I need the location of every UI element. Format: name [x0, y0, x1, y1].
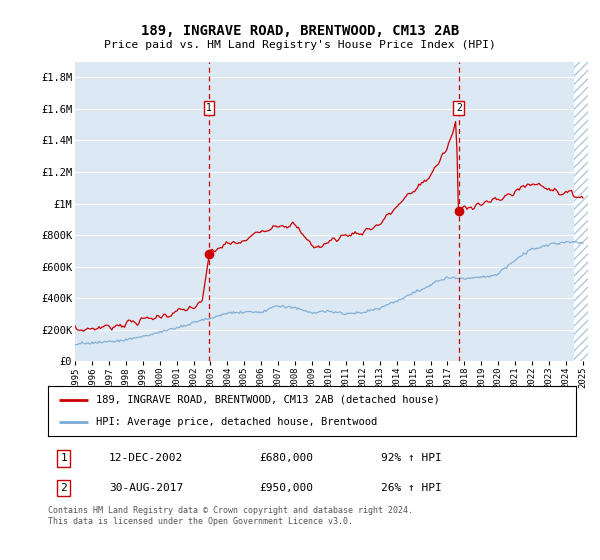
Text: Price paid vs. HM Land Registry's House Price Index (HPI): Price paid vs. HM Land Registry's House … [104, 40, 496, 50]
Text: 1: 1 [61, 454, 67, 464]
Text: 26% ↑ HPI: 26% ↑ HPI [380, 483, 442, 493]
Text: 2: 2 [61, 483, 67, 493]
Text: 92% ↑ HPI: 92% ↑ HPI [380, 454, 442, 464]
Text: 30-AUG-2017: 30-AUG-2017 [109, 483, 183, 493]
Text: Contains HM Land Registry data © Crown copyright and database right 2024.
This d: Contains HM Land Registry data © Crown c… [48, 506, 413, 526]
Text: 1: 1 [206, 103, 212, 113]
Text: 189, INGRAVE ROAD, BRENTWOOD, CM13 2AB: 189, INGRAVE ROAD, BRENTWOOD, CM13 2AB [141, 24, 459, 38]
Text: HPI: Average price, detached house, Brentwood: HPI: Average price, detached house, Bren… [95, 417, 377, 427]
Text: £950,000: £950,000 [259, 483, 313, 493]
Text: 12-DEC-2002: 12-DEC-2002 [109, 454, 183, 464]
Bar [574, 62, 592, 361]
Text: £680,000: £680,000 [259, 454, 313, 464]
Text: 189, INGRAVE ROAD, BRENTWOOD, CM13 2AB (detached house): 189, INGRAVE ROAD, BRENTWOOD, CM13 2AB (… [95, 395, 439, 405]
Text: 2: 2 [456, 103, 462, 113]
